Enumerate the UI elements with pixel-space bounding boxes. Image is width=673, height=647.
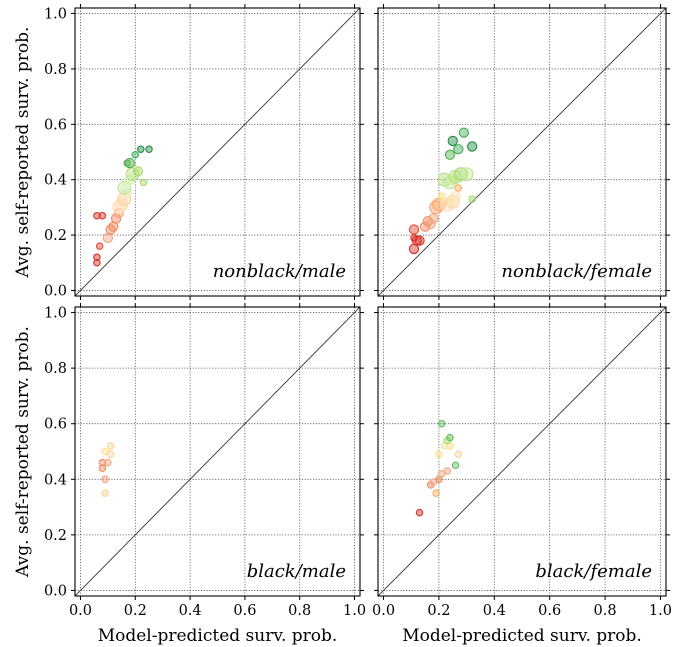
y-tick-label: 0.0 <box>44 583 67 599</box>
panel-label: black/female <box>535 561 652 582</box>
y-tick-label: 0.8 <box>44 62 67 78</box>
x-tick-label: 1.0 <box>343 603 366 619</box>
data-point <box>104 458 112 467</box>
data-point <box>450 191 461 202</box>
data-point <box>98 458 107 467</box>
panel-label: black/male <box>247 561 346 582</box>
x-tick-label: 0.6 <box>538 603 561 619</box>
data-point <box>446 433 454 442</box>
points-group <box>98 442 115 497</box>
data-point <box>468 195 476 203</box>
data-point <box>437 192 446 201</box>
data-point <box>132 166 144 177</box>
data-point <box>444 149 456 160</box>
data-point <box>459 167 474 182</box>
x-tick-label: 0.8 <box>288 603 311 619</box>
data-point <box>101 489 109 497</box>
x-tick-label: 0.0 <box>69 603 92 619</box>
y-tick-label: 0.8 <box>44 361 67 377</box>
panel-3: 0.0 0.2 0.4 0.6 0.8 1.0 black/female Model-pred… <box>372 303 672 646</box>
data-point <box>415 508 424 517</box>
data-point <box>93 253 101 261</box>
y-tick-label: 0.4 <box>44 472 67 488</box>
data-point <box>458 127 469 138</box>
points-group <box>93 145 153 267</box>
y-tick-label: 0.2 <box>44 228 67 244</box>
panel-1: nonblack/female <box>374 4 670 300</box>
data-point <box>145 145 153 153</box>
data-point <box>111 200 126 215</box>
data-point <box>443 467 451 475</box>
data-point <box>131 151 140 159</box>
data-point <box>408 224 420 235</box>
y-tick-label: 1.0 <box>44 7 67 23</box>
data-point <box>445 194 460 209</box>
data-point <box>454 450 463 459</box>
data-point <box>414 235 425 246</box>
data-point <box>95 242 104 250</box>
data-point <box>451 461 460 470</box>
panel-label: nonblack/male <box>213 261 346 282</box>
data-point <box>139 178 148 187</box>
y-tick-label: 0.4 <box>44 173 67 189</box>
y-tick-label: 1.0 <box>44 306 67 322</box>
x-axis-title: Model-predicted surv. prob. <box>402 626 642 646</box>
x-tick-label: 0.0 <box>372 603 395 619</box>
data-point <box>137 145 145 153</box>
data-point <box>467 141 478 152</box>
y-axis-title: Avg. self-reported surv. prob. <box>13 27 33 279</box>
panel-0: 0.0 0.2 0.4 0.6 0.8 1.0 nonblack/male Avg. self… <box>13 4 364 300</box>
data-point <box>93 259 101 267</box>
x-axis-title: Model-predicted surv. prob. <box>98 626 338 646</box>
reference-line <box>75 307 360 596</box>
x-tick-label: 0.6 <box>233 603 256 619</box>
data-point <box>124 157 135 169</box>
data-point <box>98 464 107 472</box>
y-tick-label: 0.6 <box>44 117 67 133</box>
axes-frame <box>377 7 667 297</box>
points-group <box>415 419 463 517</box>
data-point <box>125 167 140 182</box>
data-point <box>425 218 436 230</box>
y-axis-title: Avg. self-reported surv. prob. <box>13 326 33 578</box>
data-point <box>98 211 107 220</box>
data-point <box>437 419 446 428</box>
x-tick-label: 1.0 <box>649 603 672 619</box>
reference-line <box>378 307 666 596</box>
x-tick-label: 0.2 <box>427 603 450 619</box>
data-point <box>428 213 439 224</box>
y-tick-label: 0.6 <box>44 417 67 433</box>
reference-line <box>378 8 666 296</box>
y-tick-label: 0.0 <box>44 283 67 299</box>
axes-frame <box>377 306 667 597</box>
data-point <box>419 221 431 232</box>
y-tick-label: 0.2 <box>44 528 67 544</box>
points-group <box>408 127 478 255</box>
data-point <box>432 489 440 497</box>
x-tick-label: 0.2 <box>124 603 147 619</box>
data-point <box>110 213 122 224</box>
data-point <box>93 211 101 220</box>
x-tick-label: 0.4 <box>483 603 506 619</box>
x-tick-label: 0.4 <box>179 603 202 619</box>
panel-2: 0.0 0.2 0.4 0.6 0.8 1.0 0.0 0.2 0.4 0.6 0.8 1.0 blac… <box>13 303 366 646</box>
data-point <box>435 450 443 459</box>
axes-frame <box>74 306 361 597</box>
data-point <box>454 167 469 182</box>
data-point <box>453 144 464 155</box>
data-point <box>117 181 132 195</box>
data-point <box>101 475 109 484</box>
data-point <box>454 184 463 192</box>
x-tick-label: 0.8 <box>594 603 617 619</box>
axes-frame <box>74 7 361 297</box>
data-point <box>106 442 115 450</box>
data-point <box>447 135 458 147</box>
reference-line <box>75 8 360 296</box>
data-point <box>117 192 132 207</box>
panel-label: nonblack/female <box>501 261 652 282</box>
data-point <box>106 450 115 459</box>
